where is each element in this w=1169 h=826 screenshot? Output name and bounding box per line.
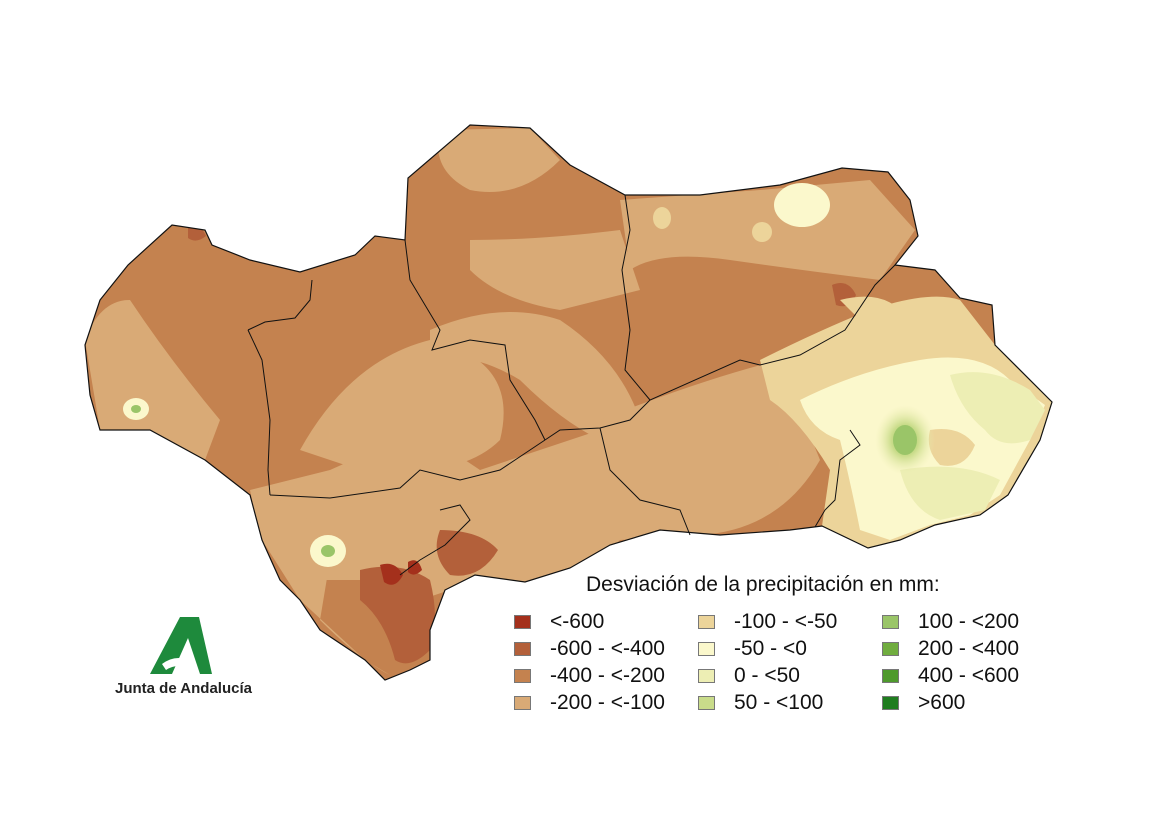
- legend-swatch: [698, 641, 715, 656]
- region-outline: [84, 124, 1053, 681]
- legend-swatch: [698, 695, 715, 710]
- legend-item: >600: [882, 689, 965, 716]
- legend-swatch: [514, 614, 531, 629]
- precipitation-field: [85, 125, 1052, 680]
- legend-item: -400 - <-200: [514, 662, 665, 689]
- legend-label: 50 - <100: [734, 690, 824, 714]
- legend-item: 200 - <400: [882, 635, 1019, 662]
- legend-title: Desviación de la precipitación en mm:: [586, 573, 940, 596]
- legend-item: -100 - <-50: [698, 608, 837, 635]
- legend-item: 50 - <100: [698, 689, 823, 716]
- legend-swatch: [882, 641, 899, 656]
- junta-andalucia-logo-icon: [150, 617, 212, 674]
- legend-item: 0 - <50: [698, 662, 800, 689]
- legend-item: -600 - <-400: [514, 635, 665, 662]
- legend-swatch: [882, 614, 899, 629]
- legend-label: >600: [918, 690, 966, 714]
- legend-label: 100 - <200: [918, 609, 1020, 633]
- legend-item: -50 - <0: [698, 635, 807, 662]
- legend-swatch: [882, 695, 899, 710]
- legend-label: -400 - <-200: [550, 663, 665, 687]
- legend-label: -50 - <0: [734, 636, 807, 660]
- legend: <-600 -600 - <-400 -400 - <-200 -200 - <…: [514, 608, 1074, 718]
- legend-swatch: [698, 668, 715, 683]
- logo-text: Junta de Andalucía: [115, 680, 252, 697]
- legend-label: 400 - <600: [918, 663, 1020, 687]
- legend-swatch: [514, 668, 531, 683]
- province-boundaries: [247, 194, 896, 576]
- legend-label: -200 - <-100: [550, 690, 665, 714]
- legend-swatch: [514, 641, 531, 656]
- legend-label: -100 - <-50: [734, 609, 838, 633]
- legend-label: 0 - <50: [734, 663, 800, 687]
- legend-label: -600 - <-400: [550, 636, 665, 660]
- legend-label: 200 - <400: [918, 636, 1020, 660]
- legend-label: <-600: [550, 609, 605, 633]
- legend-item: 400 - <600: [882, 662, 1019, 689]
- legend-swatch: [514, 695, 531, 710]
- legend-swatch: [882, 668, 899, 683]
- legend-item: 100 - <200: [882, 608, 1019, 635]
- legend-swatch: [698, 614, 715, 629]
- legend-item: <-600: [514, 608, 604, 635]
- legend-item: -200 - <-100: [514, 689, 665, 716]
